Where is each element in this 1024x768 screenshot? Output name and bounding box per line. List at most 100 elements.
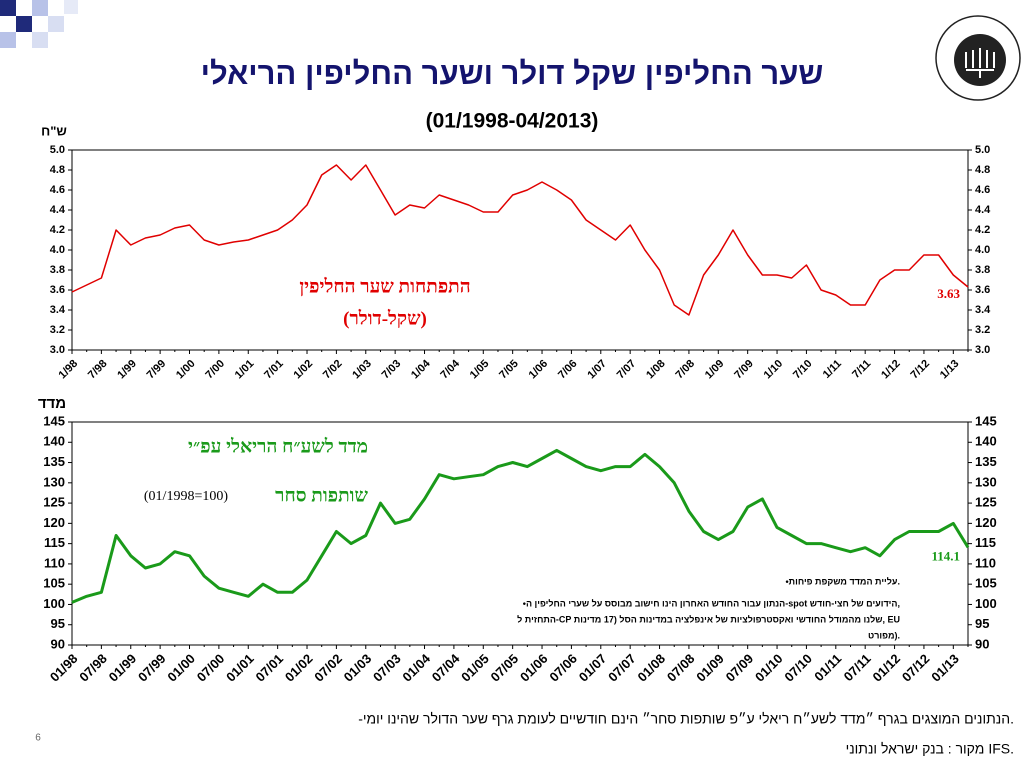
x-tick-label: 07/10 [781, 651, 815, 685]
data-line [71, 164, 969, 316]
x-tick-label: 01/13 [928, 651, 962, 685]
corner-decoration [0, 0, 78, 48]
x-tick-label: 7/98 [86, 358, 110, 382]
x-tick-label: 1/05 [468, 358, 492, 382]
logo [935, 15, 1021, 101]
y-tick-label: 4.4 [50, 204, 66, 216]
y-axis-unit: מדד [38, 395, 66, 412]
y-tick-label: 90 [51, 636, 65, 651]
y-tick-label: 135 [975, 454, 997, 469]
x-tick-label: 01/00 [164, 651, 198, 685]
y-tick-label: 3.2 [50, 324, 65, 336]
annotation: (שקל-דולר) [343, 308, 427, 329]
annotation: מדד לשע״ח הריאלי עפ״י [188, 436, 368, 457]
x-tick-label: 1/12 [879, 358, 903, 382]
y-tick-label: 120 [975, 515, 997, 530]
y-tick-label: 120 [43, 515, 65, 530]
y-tick-label: 115 [975, 535, 996, 550]
x-tick-label: 01/08 [634, 651, 668, 685]
x-tick-label: 07/09 [723, 651, 757, 685]
x-tick-label: 1/02 [292, 358, 316, 382]
y-tick-label: 130 [975, 474, 997, 489]
y-tick-label: 4.8 [50, 164, 65, 176]
x-tick-label: 07/03 [370, 651, 404, 685]
x-tick-label: 07/98 [76, 651, 110, 685]
plot-area [71, 421, 969, 646]
x-tick-label: 7/07 [615, 358, 639, 382]
x-tick-label: 01/01 [223, 651, 257, 685]
y-tick-label: 5.0 [975, 144, 990, 156]
y-tick-label: 3.0 [50, 344, 65, 356]
y-tick-label: 130 [43, 474, 65, 489]
x-tick-label: 07/00 [194, 651, 228, 685]
x-tick-label: 07/02 [311, 651, 345, 685]
end-value-label: 3.63 [937, 286, 960, 301]
note: התחזית ל-CP שלנו מהמודל החודשי ואקסטרפול… [517, 614, 900, 624]
x-tick-label: 01/98 [47, 651, 81, 685]
x-tick-label: 7/11 [850, 358, 873, 381]
x-tick-label: 7/08 [673, 358, 697, 382]
y-tick-label: 100 [43, 596, 65, 611]
plot-area [71, 149, 969, 351]
x-tick-label: 1/09 [703, 358, 727, 382]
note: •הנתון עבור החודש האחרון הינו חישוב מבוס… [523, 598, 900, 608]
slide-title: שער החליפין שקל דולר ושער החליפין הריאלי [201, 56, 824, 91]
y-tick-label: 4.8 [975, 164, 990, 176]
x-tick-label: 07/07 [605, 651, 639, 685]
y-tick-label: 110 [975, 555, 996, 570]
y-tick-label: 115 [44, 535, 65, 550]
y-axis-unit: ש"ח [41, 123, 67, 138]
x-tick-label: 1/06 [527, 358, 551, 382]
x-tick-label: 1/13 [938, 358, 962, 382]
source: מקור : בנק ישראל ונתוני IFS. [846, 741, 1014, 757]
x-tick-label: 07/05 [488, 651, 522, 685]
x-tick-label: 01/02 [282, 651, 316, 685]
x-tick-label: 1/99 [115, 358, 139, 382]
y-tick-label: 3.6 [50, 284, 65, 296]
y-tick-label: 3.0 [975, 344, 990, 356]
x-tick-label: 01/09 [693, 651, 727, 685]
x-tick-label: 07/08 [664, 651, 698, 685]
x-tick-label: 01/03 [341, 651, 375, 685]
y-tick-label: 95 [975, 616, 989, 631]
x-tick-label: 7/01 [262, 358, 286, 382]
x-tick-label: 1/07 [585, 358, 609, 382]
y-tick-label: 3.6 [975, 284, 990, 296]
y-tick-label: 125 [43, 495, 65, 510]
y-tick-label: 105 [975, 576, 997, 591]
x-tick-label: 01/12 [869, 651, 903, 685]
x-tick-label: 1/98 [57, 358, 81, 382]
x-tick-label: 01/10 [752, 651, 786, 685]
x-tick-label: 07/01 [253, 651, 287, 685]
y-tick-label: 3.8 [975, 264, 990, 276]
x-tick-label: 01/04 [399, 650, 433, 684]
x-tick-label: 07/06 [546, 651, 580, 685]
y-tick-label: 3.2 [975, 324, 990, 336]
footnote: -הנתונים המוצגים בגרף ״מדד לשע״ח ריאלי ע… [358, 711, 1014, 727]
y-tick-label: 105 [43, 576, 65, 591]
x-tick-label: 1/01 [233, 358, 257, 382]
y-tick-label: 3.4 [50, 304, 66, 316]
y-tick-label: 135 [43, 454, 65, 469]
data-line [71, 448, 970, 604]
x-tick-label: 1/08 [644, 358, 668, 382]
y-tick-label: 4.6 [50, 184, 65, 196]
slide-subtitle: (01/1998-04/2013) [426, 110, 599, 133]
y-tick-label: 90 [975, 636, 989, 651]
x-tick-label: 07/11 [841, 651, 874, 684]
y-tick-label: 125 [975, 495, 997, 510]
x-tick-label: 7/04 [438, 357, 462, 381]
y-tick-label: 100 [975, 596, 997, 611]
x-tick-label: 7/03 [380, 358, 404, 382]
x-tick-label: 7/02 [321, 358, 345, 382]
y-tick-label: 4.4 [975, 204, 991, 216]
annotation: שותפות סחר [275, 485, 368, 506]
x-tick-label: 7/10 [791, 358, 815, 382]
x-tick-label: 01/11 [811, 651, 844, 684]
page-number: 6 [35, 733, 41, 744]
x-tick-label: 07/04 [429, 650, 463, 684]
x-tick-label: 7/06 [556, 358, 580, 382]
y-tick-label: 4.2 [975, 224, 990, 236]
y-tick-label: 4.0 [50, 244, 65, 256]
